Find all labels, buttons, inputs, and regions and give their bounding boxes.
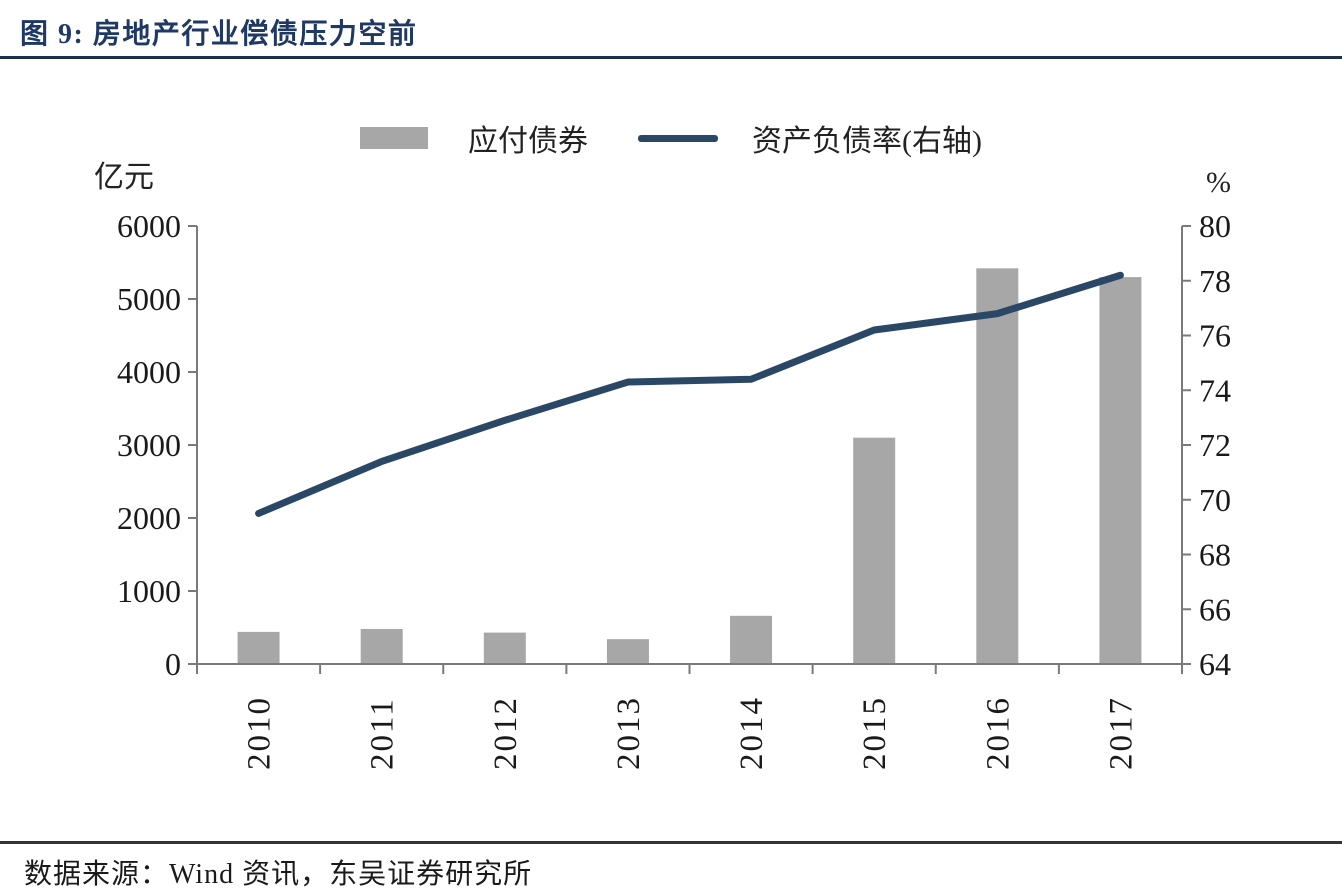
bar-2014 bbox=[730, 615, 773, 664]
bar-2013 bbox=[606, 639, 649, 664]
footer-divider bbox=[0, 841, 1342, 844]
left-tick-label: 4000 bbox=[117, 354, 181, 390]
left-tick-label: 3000 bbox=[117, 427, 181, 463]
x-axis-label: 2016 bbox=[980, 696, 1016, 770]
left-tick-label: 0 bbox=[165, 646, 181, 682]
right-tick-label: 70 bbox=[1199, 482, 1231, 518]
bar-2011 bbox=[360, 628, 403, 664]
bar-2016 bbox=[976, 268, 1019, 664]
right-tick-label: 78 bbox=[1199, 263, 1231, 299]
right-tick-label: 68 bbox=[1199, 537, 1231, 573]
bar-2012 bbox=[483, 632, 526, 664]
ratio-line bbox=[255, 271, 1124, 517]
x-axis-label: 2013 bbox=[611, 696, 647, 770]
figure-title: 图 9: 房地产行业偿债压力空前 bbox=[20, 19, 418, 50]
right-tick-label: 74 bbox=[1199, 372, 1231, 408]
bar-2017 bbox=[1099, 277, 1142, 664]
right-tick-label: 76 bbox=[1199, 318, 1231, 354]
bar-swatch-icon bbox=[360, 127, 428, 149]
bar-2015 bbox=[853, 437, 896, 664]
left-tick-label: 5000 bbox=[117, 281, 181, 317]
source-note: 数据来源：Wind 资讯，东吴证券研究所 bbox=[24, 859, 533, 890]
left-axis-unit-label: 亿元 bbox=[94, 161, 154, 194]
right-tick-label: 72 bbox=[1199, 427, 1231, 463]
chart-legend: 应付债券 资产负债率(右轴) bbox=[0, 116, 1342, 160]
right-tick-label: 64 bbox=[1199, 646, 1231, 682]
x-axis-label: 2011 bbox=[365, 697, 401, 770]
right-tick-label: 66 bbox=[1199, 591, 1231, 627]
legend-item-ratio: 资产负债率(右轴) bbox=[638, 116, 982, 160]
x-axis-label: 2010 bbox=[242, 696, 278, 770]
legend-label-bonds: 应付债券 bbox=[468, 125, 588, 158]
legend-item-bonds: 应付债券 bbox=[360, 116, 588, 160]
right-axis-unit-label: % bbox=[1206, 166, 1231, 199]
right-tick-label: 80 bbox=[1199, 208, 1231, 244]
x-axis-label: 2015 bbox=[857, 696, 893, 770]
left-tick-label: 1000 bbox=[117, 573, 181, 609]
title-divider bbox=[0, 56, 1342, 59]
line-swatch-icon bbox=[638, 134, 718, 142]
left-tick-label: 2000 bbox=[117, 500, 181, 536]
legend-label-ratio: 资产负债率(右轴) bbox=[752, 125, 982, 158]
left-tick-label: 6000 bbox=[117, 208, 181, 244]
bar-2010 bbox=[237, 631, 280, 664]
x-axis-label: 2017 bbox=[1103, 696, 1139, 770]
x-axis-label: 2014 bbox=[734, 696, 770, 770]
x-axis-label: 2012 bbox=[488, 696, 524, 770]
